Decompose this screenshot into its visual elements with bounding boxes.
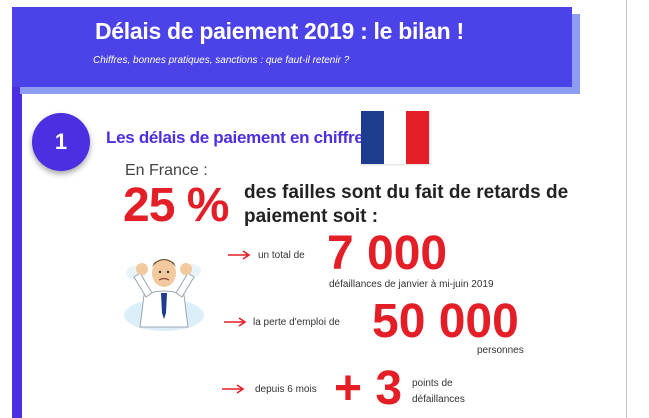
stressed-person-illustration: [124, 259, 204, 331]
stat-caption: points de défaillances: [412, 376, 465, 408]
stat-value: 7 000: [327, 227, 448, 280]
arrow-right-icon: [222, 384, 245, 394]
header-banner: [12, 7, 572, 87]
intro-lead: En France :: [125, 162, 208, 179]
left-accent-bar: [12, 70, 22, 418]
page-subtitle: Chiffres, bonnes pratiques, sanctions : …: [93, 55, 350, 66]
stat-caption-line2: défaillances: [412, 394, 465, 405]
stat-label: depuis 6 mois: [255, 384, 317, 395]
stat-caption-line1: points de: [412, 378, 453, 389]
intro-text: des failles sont du fait de retards de p…: [244, 182, 569, 227]
france-flag-icon: [361, 111, 430, 164]
section-title: Les délais de paiement en chiffres: [106, 128, 373, 147]
flag-blue-stripe: [361, 111, 384, 164]
stat-caption: défaillances de janvier à mi-juin 2019: [329, 279, 494, 290]
page-title: Délais de paiement 2019 : le bilan !: [95, 18, 464, 44]
page-right-border: [626, 0, 627, 418]
intro-percent: 25 %: [123, 179, 229, 232]
section-number-badge: 1: [32, 113, 90, 171]
arrow-right-icon: [224, 317, 247, 327]
flag-red-stripe: [406, 111, 430, 164]
stat-label: un total de: [258, 250, 305, 261]
stat-value: 50 000: [372, 295, 519, 348]
stat-value: + 3: [334, 362, 403, 415]
stat-caption: personnes: [477, 345, 524, 356]
arrow-right-icon: [228, 250, 251, 260]
flag-white-stripe: [383, 111, 407, 164]
stat-label: la perte d'emploi de: [253, 317, 340, 328]
